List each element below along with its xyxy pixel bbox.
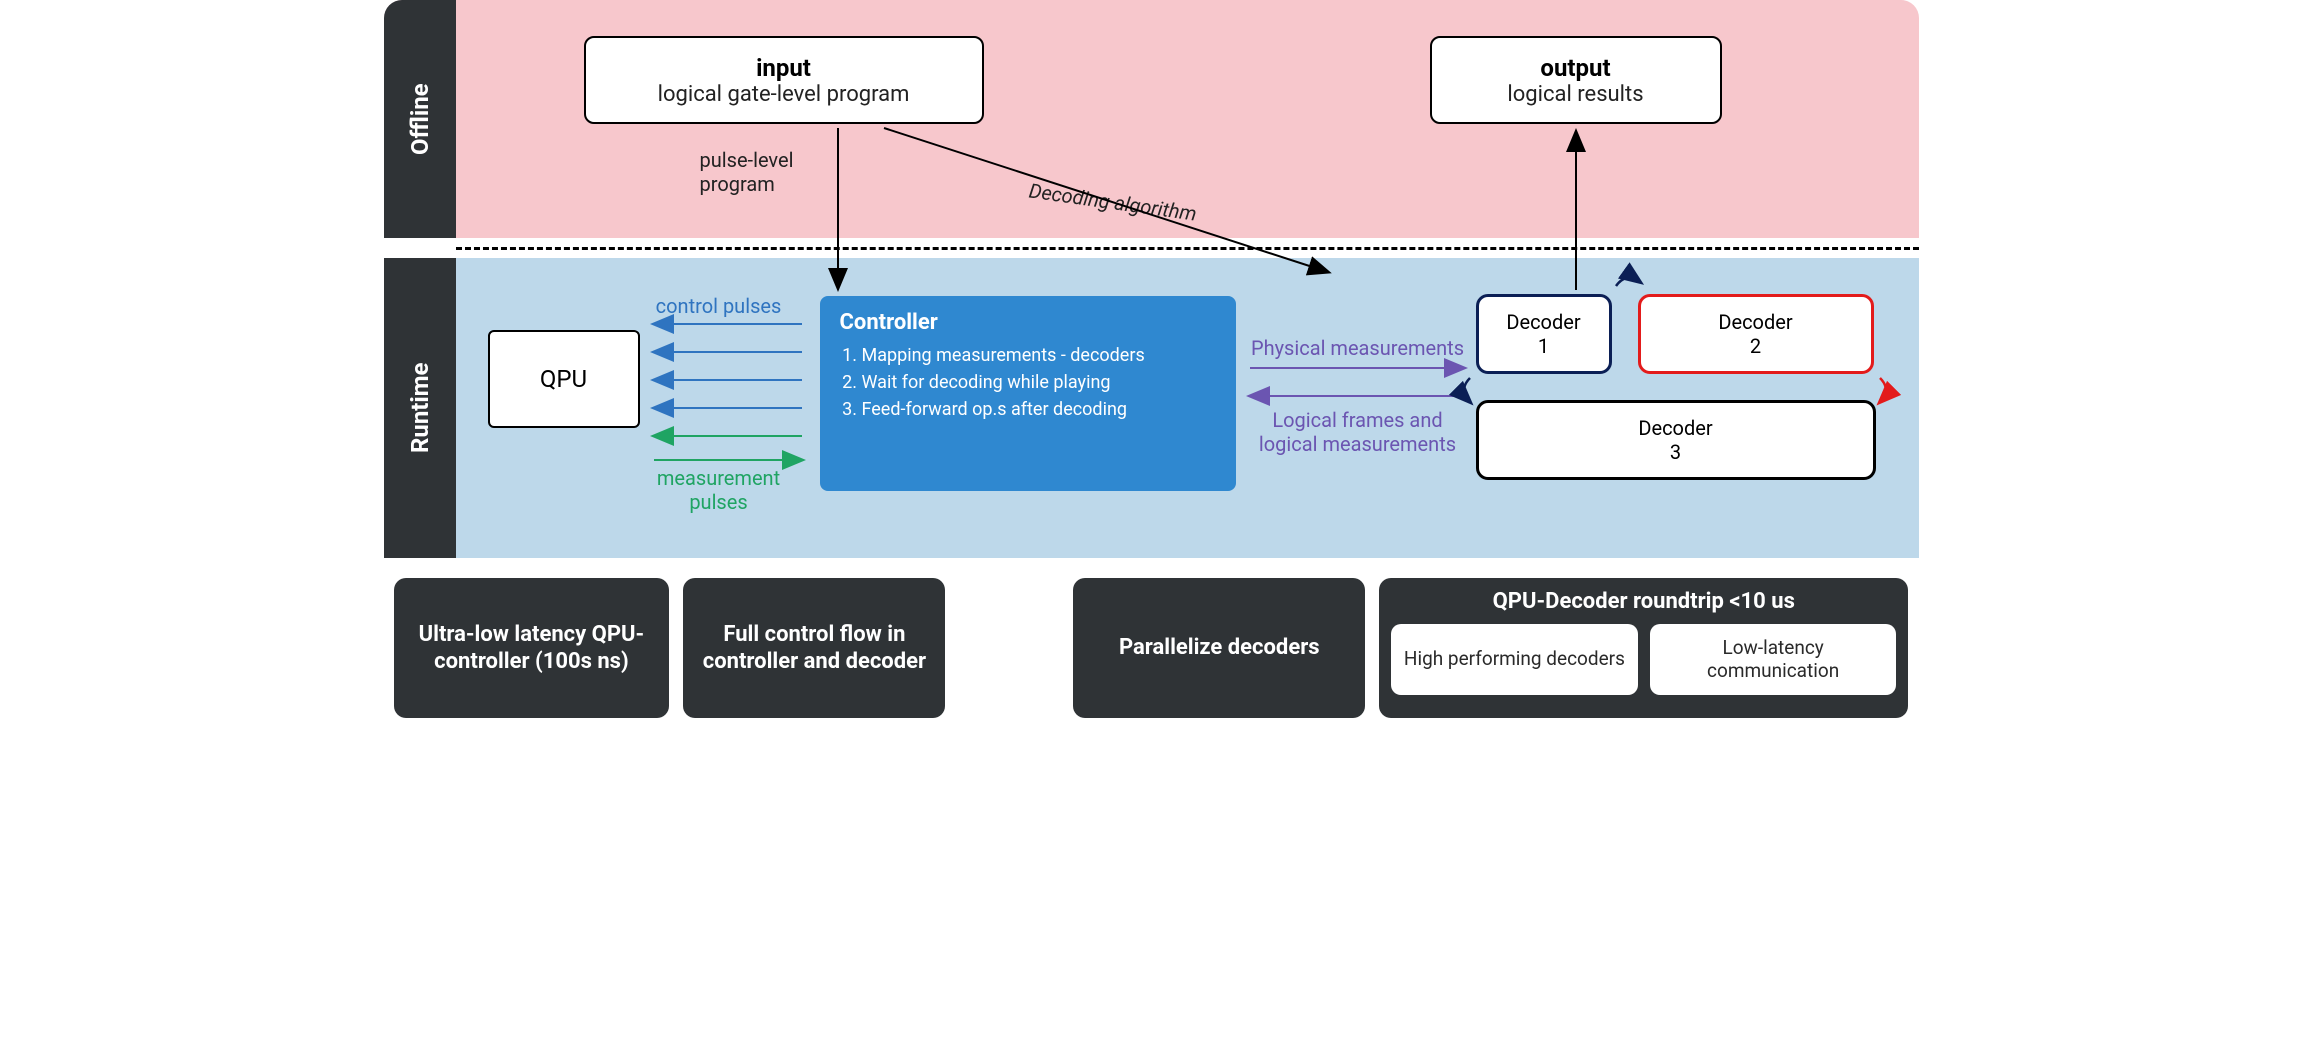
pulse-program-l1: pulse-level [700, 148, 860, 172]
logical-measurements-label: Logical frames and logical measurements [1238, 408, 1478, 456]
qpu-label: QPU [540, 365, 587, 393]
physical-measurements-label: Physical measurements [1238, 336, 1478, 360]
control-pulses-label: control pulses [634, 294, 804, 318]
card-control-flow-text: Full control flow in controller and deco… [699, 621, 929, 676]
controller-title: Controller [840, 310, 1216, 335]
pulse-program-l2: program [700, 172, 860, 196]
controller-item-1: Mapping measurements - decoders [862, 345, 1216, 366]
subcard-decoders-text: High performing decoders [1404, 647, 1625, 671]
decoder-1-box: Decoder 1 [1476, 294, 1612, 374]
decoder-2-l1: Decoder [1718, 310, 1792, 334]
output-subtitle: logical results [1507, 82, 1643, 107]
card-roundtrip: QPU-Decoder roundtrip <10 us High perfor… [1379, 578, 1908, 718]
logical-l2: logical measurements [1238, 432, 1478, 456]
measurement-l2: pulses [624, 490, 814, 514]
decoder-3-l2: 3 [1670, 440, 1681, 464]
card-roundtrip-title: QPU-Decoder roundtrip <10 us [1493, 588, 1795, 616]
input-title: input [756, 54, 811, 82]
subcard-decoders: High performing decoders [1391, 624, 1638, 696]
card-low-latency-text: Ultra-low latency QPU-controller (100s n… [410, 621, 654, 676]
card-gap [959, 578, 1059, 718]
card-parallelize-text: Parallelize decoders [1119, 634, 1320, 662]
decoder-1-l2: 1 [1538, 334, 1549, 358]
measurement-l1: measurement [624, 466, 814, 490]
controller-item-3: Feed-forward op.s after decoding [862, 399, 1216, 420]
output-box: output logical results [1430, 36, 1722, 124]
card-control-flow: Full control flow in controller and deco… [683, 578, 945, 718]
subcard-comm: Low-latency communication [1650, 624, 1897, 696]
decoder-3-l1: Decoder [1638, 416, 1712, 440]
offline-label: Offline [384, 0, 456, 238]
main-diagram: Offline Runtime input logical gate-level… [384, 0, 1919, 560]
decoder-3-box: Decoder 3 [1476, 400, 1876, 480]
output-title: output [1540, 54, 1610, 82]
card-parallelize: Parallelize decoders [1073, 578, 1365, 718]
input-box: input logical gate-level program [584, 36, 984, 124]
decoder-2-box: Decoder 2 [1638, 294, 1874, 374]
runtime-label: Runtime [384, 258, 456, 558]
quantum-architecture-diagram: Offline Runtime input logical gate-level… [384, 0, 1919, 728]
subcard-comm-text: Low-latency communication [1658, 636, 1889, 684]
input-subtitle: logical gate-level program [658, 82, 910, 107]
pulse-program-label: pulse-level program [700, 148, 860, 196]
feature-cards-row: Ultra-low latency QPU-controller (100s n… [384, 578, 1919, 728]
card-low-latency: Ultra-low latency QPU-controller (100s n… [394, 578, 670, 718]
qpu-box: QPU [488, 330, 640, 428]
controller-list: Mapping measurements - decoders Wait for… [862, 345, 1216, 420]
measurement-pulses-label: measurement pulses [624, 466, 814, 514]
controller-box: Controller Mapping measurements - decode… [820, 296, 1236, 491]
controller-item-2: Wait for decoding while playing [862, 372, 1216, 393]
decoder-2-l2: 2 [1750, 334, 1761, 358]
section-divider [456, 247, 1919, 250]
card-roundtrip-subrow: High performing decoders Low-latency com… [1391, 624, 1896, 696]
decoder-1-l1: Decoder [1506, 310, 1580, 334]
logical-l1: Logical frames and [1238, 408, 1478, 432]
